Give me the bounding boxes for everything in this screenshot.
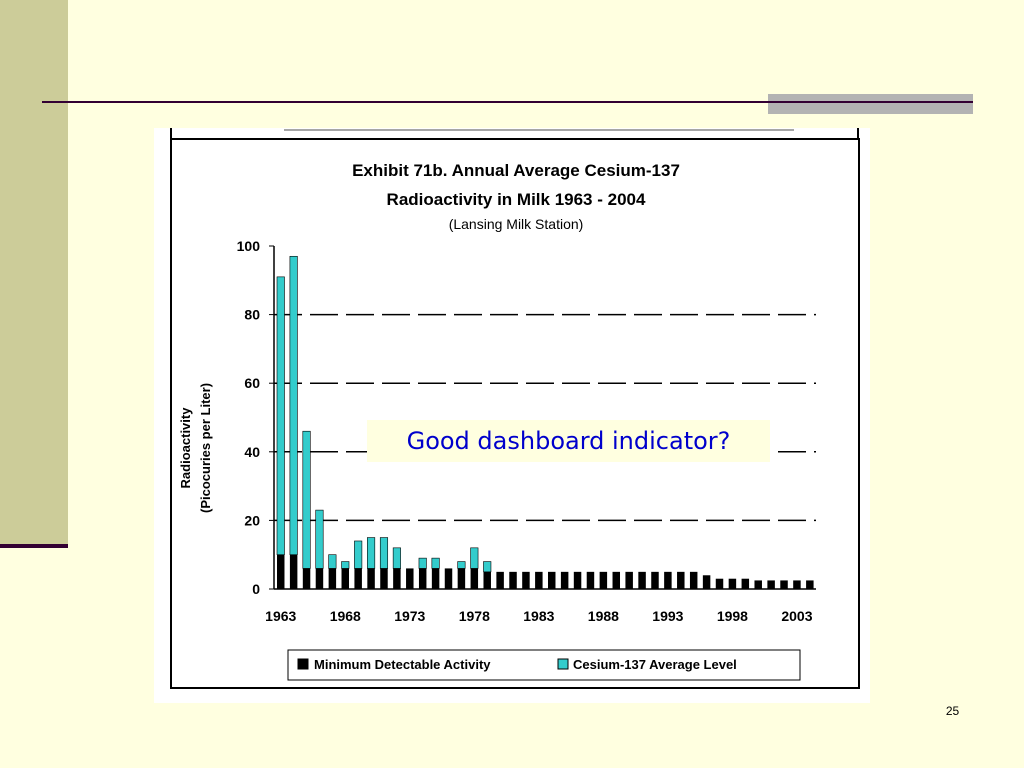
bar-mda-1991 [638,571,646,589]
bar-cesium-1975 [431,557,440,569]
bar-mda-1977 [457,568,466,589]
left-band-rule [0,544,68,548]
bar-mda-1973 [406,568,414,589]
bar-mda-1985 [560,571,569,589]
bar-mda-1978 [470,568,479,589]
x-tick-label-1993: 1993 [652,608,683,624]
x-tick-label-1963: 1963 [265,608,296,624]
bar-cesium-1977 [457,561,466,569]
legend-swatch-mda [297,658,309,670]
bar-mda-1975 [431,568,440,589]
plot-area: 0 20 40 60 80 100 1963 1968 1973 1978 1983 1988 1993… [237,238,816,624]
bar-cesium-1970 [367,537,376,569]
bar-cesium-1964 [289,255,298,555]
bar-cesium-1971 [379,537,389,569]
bar-cesium-1972 [392,547,401,569]
bar-cesium-1969 [354,540,363,569]
bar-mda-1994 [677,571,685,589]
bar-mda-1992 [651,571,659,589]
overlay-question-label: Good dashboard indicator? [367,420,770,462]
bar-cesium-1978 [470,547,479,569]
chart-svg: Exhibit 71b. Annual Average Cesium-137 R… [170,128,860,689]
chart-title-line2: Radioactivity in Milk 1963 - 2004 [387,190,646,209]
bar-mda-2003 [793,580,801,589]
bar-cesium-1963 [276,276,285,555]
bar-mda-1995 [689,571,698,589]
bar-cesium-1965 [302,430,311,569]
y-axis-label-line2: (Picocuries per Liter) [198,383,213,513]
bar-mda-2000 [754,580,762,589]
x-tick-label-1983: 1983 [523,608,554,624]
bar-mda-2001 [767,580,775,589]
bar-cesium-1967 [328,554,337,569]
top-gray-block [768,94,973,114]
bar-mda-1971 [380,568,388,589]
y-axis-label: Radioactivity [178,407,193,489]
bar-mda-1969 [354,568,362,589]
bar-mda-1974 [418,568,427,589]
x-tick-label-1988: 1988 [588,608,619,624]
bar-mda-1989 [612,571,621,589]
bar-mda-1996 [702,575,711,589]
bar-mda-2004 [806,580,814,589]
bar-mda-1976 [444,568,453,589]
x-tick-label-2003: 2003 [781,608,812,624]
bar-mda-1968 [341,568,350,589]
x-tick-label-1998: 1998 [717,608,748,624]
bar-mda-1987 [586,571,595,589]
x-tick-label-1968: 1968 [330,608,361,624]
y-tick-label-0: 0 [252,581,260,597]
x-tick-label-1973: 1973 [394,608,425,624]
bar-mda-1983 [535,571,543,589]
bar-mda-1972 [393,568,401,589]
top-block-rule [768,101,973,103]
bar-mda-1967 [328,568,337,589]
bar-mda-1984 [548,571,556,589]
chart-title: Exhibit 71b. Annual Average Cesium-137 [352,161,680,180]
bar-mda-1988 [599,571,608,589]
bar-cesium-1966 [315,509,324,569]
legend-swatch-cesium [557,658,569,670]
chart-frame [170,138,860,689]
y-tick-label-40: 40 [244,444,260,460]
bar-mda-1981 [509,571,517,589]
bar-mda-1963 [277,554,285,589]
bar-mda-1979 [483,571,491,589]
bar-mda-1997 [715,578,724,589]
bar-mda-1982 [522,571,530,589]
top-rule-line [42,101,972,103]
bar-mda-1990 [625,571,633,589]
legend-label-cesium: Cesium-137 Average Level [573,657,737,672]
bar-mda-1986 [573,571,582,589]
bar-mda-1993 [664,571,672,589]
left-decorative-band [0,0,68,547]
y-tick-label-20: 20 [244,512,260,528]
bar-mda-1970 [367,568,375,589]
y-tick-label-100: 100 [237,238,261,254]
bar-cesium-1968 [341,561,350,569]
bar-mda-1966 [315,568,324,589]
legend-label-mda: Minimum Detectable Activity [314,657,491,672]
bar-mda-1965 [302,568,311,589]
bar-mda-1980 [496,571,504,589]
chart-figure: Exhibit 71b. Annual Average Cesium-137 R… [154,128,870,703]
legend-box [287,649,801,681]
bar-mda-1964 [289,554,298,589]
bar-mda-2002 [780,580,788,589]
page-number: 25 [945,704,960,718]
y-tick-label-80: 80 [244,307,260,323]
x-tick-label-1978: 1978 [459,608,490,624]
bar-mda-1999 [741,578,750,589]
bar-cesium-1979 [483,561,492,573]
bar-mda-1998 [728,578,737,589]
y-tick-label-60: 60 [244,375,260,391]
bar-cesium-1974 [418,557,427,569]
chart-subtitle: (Lansing Milk Station) [449,216,584,232]
